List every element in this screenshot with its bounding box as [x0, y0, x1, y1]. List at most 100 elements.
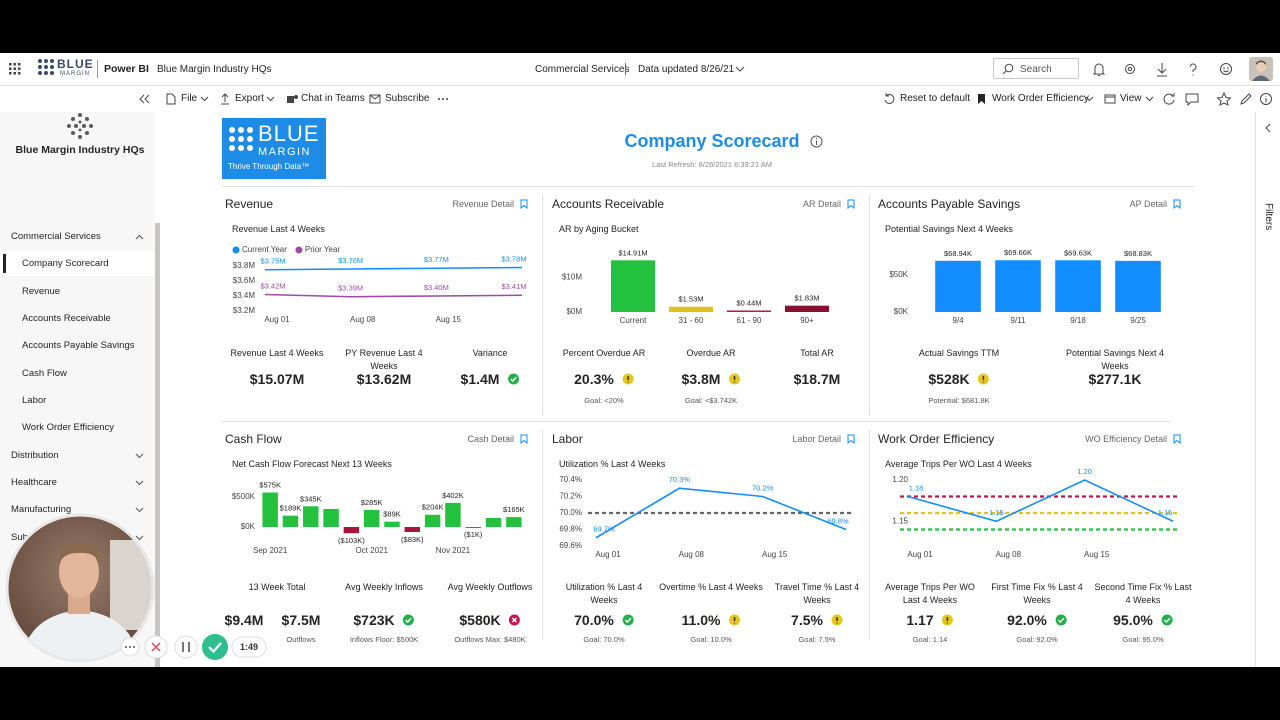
panel: Work Order Efficiency WO Efficiency Detai… [873, 430, 1193, 660]
x-tick-label: Aug 01 [907, 550, 933, 559]
logo-word: BLUE [57, 57, 94, 71]
toolbar-button[interactable]: Subscribe [385, 93, 430, 104]
data-label: 70.2% [752, 483, 774, 492]
filters-label[interactable]: Filters [1263, 203, 1274, 231]
kpi-value-text: 70.0% [574, 612, 614, 628]
nav-item[interactable]: Commercial Services [0, 224, 155, 249]
nav-caret [135, 535, 144, 540]
nav-item-label: Commercial Services [11, 231, 101, 242]
kpi-label: Utilization % Last 4 Weeks [565, 582, 643, 605]
chevron[interactable] [735, 66, 745, 73]
kpi-note: Goal: <20% [584, 396, 624, 405]
toolbar-button[interactable]: File [181, 93, 198, 104]
toolbar-button[interactable]: Work Order Efficiency [992, 93, 1089, 104]
nav-item[interactable]: Manufacturing [0, 497, 155, 522]
recording-time: 1:49 [240, 642, 258, 652]
logo-word: MARGIN [258, 146, 311, 158]
kpi-label: Average Trips Per WO Last 4 Weeks [885, 582, 975, 605]
y-tick-label: $500K [232, 492, 256, 501]
kpi-value: 11.0% [682, 612, 741, 628]
chevron[interactable] [1145, 96, 1154, 102]
kpi-label: Variance [472, 348, 508, 358]
search-box[interactable]: Search [993, 58, 1079, 79]
nav-item[interactable]: Work Order Efficiency [0, 415, 155, 440]
status-icon [942, 614, 954, 626]
workspace-name[interactable]: Blue Margin Industry HQs [157, 64, 272, 75]
data-label: ($1K) [464, 530, 483, 539]
info-icon[interactable] [810, 135, 823, 148]
bookmark-icon [520, 434, 528, 444]
data-label: $3.75M [260, 257, 285, 266]
x-tick-label: Aug 01 [595, 550, 621, 559]
header-icons[interactable] [1092, 62, 1252, 78]
avatar[interactable] [1249, 57, 1273, 81]
kpi-value: 95.0% [1113, 612, 1173, 628]
nav-item[interactable]: Accounts Payable Savings [0, 333, 155, 358]
logo-tagline: Thrive Through Data™ [228, 162, 310, 171]
collapse-nav[interactable] [138, 94, 150, 104]
detail-link[interactable]: Cash Detail [467, 434, 528, 444]
nav-item[interactable]: Revenue [0, 279, 155, 304]
pause-button[interactable] [174, 635, 198, 659]
series-line [264, 293, 523, 298]
subscribe-icon [369, 94, 381, 104]
kpi-value: $18.7M [794, 371, 841, 387]
detail-link[interactable]: AR Detail [803, 199, 855, 209]
caret-shape [135, 234, 144, 240]
separator [542, 195, 543, 415]
bookmark-shape [847, 434, 855, 444]
x-tick-label: 9/4 [952, 316, 964, 325]
filters-expand[interactable] [1264, 123, 1272, 133]
x-tick-label: 31 - 60 [679, 316, 704, 325]
data-updated[interactable]: Data updated 8/26/21 [638, 64, 735, 75]
detail-link[interactable]: WO Efficiency Detail [1085, 434, 1181, 444]
data-label: $575K [259, 480, 281, 489]
kpi-label: Avg Weekly Outflows [447, 582, 533, 592]
power-bi-app: BLUE MARGIN Power BI Blue Margin Industr… [0, 53, 1280, 667]
toolbar-button[interactable]: Reset to default [900, 93, 971, 104]
done-button[interactable] [202, 634, 228, 660]
kpi-value-text: 92.0% [1007, 612, 1047, 628]
bookmark-icon [847, 434, 855, 444]
app-launcher[interactable] [9, 63, 21, 75]
chevron[interactable] [266, 96, 275, 102]
kpi-note: Goal: <$3.742K [684, 396, 738, 405]
nav-item[interactable]: Cash Flow [0, 361, 155, 386]
data-label: $3.78M [501, 254, 526, 263]
detail-link[interactable]: AP Detail [1130, 199, 1181, 209]
nav-item[interactable]: Company Scorecard [0, 251, 155, 277]
nav-item[interactable]: Distribution [0, 443, 155, 468]
status-icon [728, 614, 740, 626]
chart-subtitle: Net Cash Flow Forecast Next 13 Weeks [232, 459, 392, 469]
nav-item[interactable]: Healthcare [0, 470, 155, 495]
toolbar-button[interactable]: Chat in Teams [301, 93, 365, 104]
panel: Cash Flow Cash Detail Net Cash Flow Foreca… [220, 430, 540, 660]
logo-word: BLUE [258, 121, 320, 146]
toolbar-button[interactable]: View [1120, 93, 1142, 104]
data-label: $69.63K [1064, 248, 1092, 257]
chevron[interactable] [1085, 96, 1094, 102]
data-label: $3.42M [260, 281, 285, 290]
nav-item[interactable]: Labor [0, 388, 155, 413]
kpi-label: Travel Time % Last 4 Weeks [774, 582, 860, 605]
y-tick-label: $3.4M [233, 291, 256, 300]
nav-item[interactable]: Accounts Receivable [0, 306, 155, 331]
detail-link[interactable]: Labor Detail [792, 434, 855, 444]
chart-subtitle: Revenue Last 4 Weeks [232, 224, 325, 234]
webcam [7, 515, 153, 661]
kpi-value-text: 11.0% [681, 612, 721, 628]
detail-link[interactable]: Revenue Detail [452, 199, 528, 209]
y-tick-label: 1.20 [892, 475, 908, 484]
more-icon[interactable] [437, 97, 449, 101]
chart-subtitle: Average Trips Per WO Last 4 Weeks [885, 459, 1032, 469]
data-label: $3.77M [424, 255, 449, 264]
toolbar-button[interactable]: Export [235, 93, 264, 104]
scrollbar[interactable] [155, 223, 160, 667]
app-name[interactable]: Power BI [104, 63, 149, 75]
caret-shape [135, 535, 144, 540]
kpi-note: Potential: $681.8K [928, 396, 990, 405]
toolbar-icons[interactable] [1163, 92, 1275, 106]
kpi-value-text: $1.4M [460, 371, 500, 387]
chevron[interactable] [200, 96, 209, 102]
status-glyph [405, 617, 412, 624]
